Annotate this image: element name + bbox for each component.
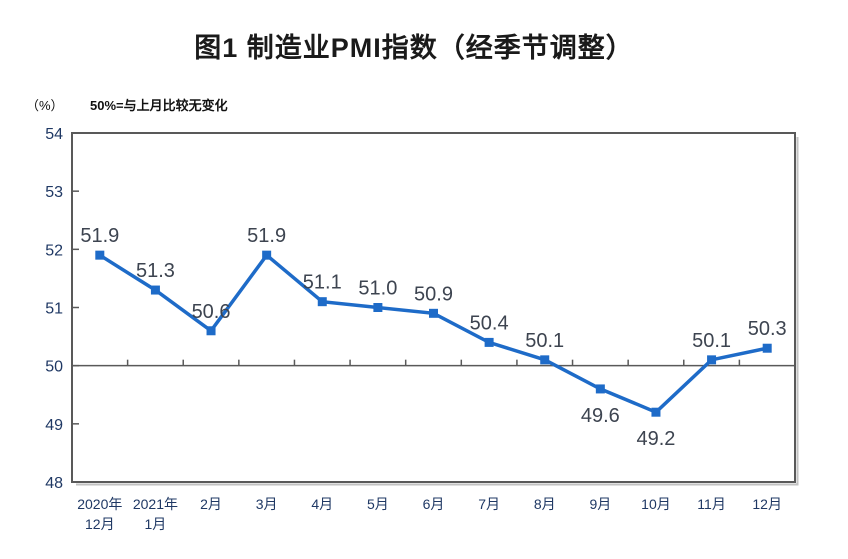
data-point-label: 51.3 xyxy=(136,260,175,282)
data-point-marker xyxy=(317,297,327,307)
x-tick-label: 6月 xyxy=(423,496,445,512)
reference-line-note: 50%=与上月比较无变化 xyxy=(90,98,228,113)
data-point-label: 49.6 xyxy=(581,405,620,427)
data-point-marker xyxy=(651,407,661,417)
data-point-marker xyxy=(540,355,550,365)
x-tick-label: 10月 xyxy=(641,496,671,512)
data-point-marker xyxy=(95,250,105,260)
y-tick-label: 54 xyxy=(45,126,63,143)
data-point-label: 50.9 xyxy=(414,283,453,305)
data-point-marker xyxy=(484,337,494,347)
y-tick-label: 51 xyxy=(45,301,63,318)
data-point-label: 51.9 xyxy=(80,225,119,247)
x-tick-label: 9月 xyxy=(589,496,611,512)
y-tick-label: 50 xyxy=(45,359,63,376)
data-point-marker xyxy=(150,285,160,295)
x-tick-label: 12月 xyxy=(85,516,115,532)
data-point-label: 50.1 xyxy=(525,330,564,352)
x-tick-label: 8月 xyxy=(534,496,556,512)
y-tick-label: 52 xyxy=(45,242,63,259)
y-tick-label: 53 xyxy=(45,184,63,201)
line-series xyxy=(98,252,768,415)
chart-title: 图1 制造业PMI指数（经季节调整） xyxy=(194,33,634,63)
data-point-marker xyxy=(707,355,717,365)
data-point-label: 50.4 xyxy=(470,312,509,334)
data-point-label: 50.1 xyxy=(692,330,731,352)
data-point-marker xyxy=(373,303,383,312)
x-tick-label: 7月 xyxy=(478,496,500,512)
x-tick-label: 2021年 xyxy=(133,496,178,512)
data-point-label: 51.0 xyxy=(358,278,397,300)
data-point-label: 51.1 xyxy=(303,272,342,294)
x-tick-label: 12月 xyxy=(752,496,782,512)
data-point-marker xyxy=(762,343,772,353)
data-point-label: 49.2 xyxy=(636,428,675,450)
x-tick-label: 3月 xyxy=(256,496,278,512)
data-point-label: 50.6 xyxy=(192,301,231,323)
data-point-marker xyxy=(595,384,605,394)
y-axis-unit-label: （%） xyxy=(26,98,64,113)
data-point-label: 51.9 xyxy=(247,225,286,247)
data-point-marker xyxy=(206,326,216,336)
y-tick-label: 48 xyxy=(45,475,63,492)
data-point-marker xyxy=(262,250,272,260)
x-tick-label: 2020年 xyxy=(77,496,122,512)
data-point-label: 50.3 xyxy=(748,318,787,340)
x-tick-label: 1月 xyxy=(145,516,167,532)
x-tick-label: 2月 xyxy=(200,496,222,512)
x-tick-label: 11月 xyxy=(697,496,726,512)
y-tick-label: 49 xyxy=(45,417,63,434)
data-point-marker xyxy=(429,308,438,318)
x-tick-label: 5月 xyxy=(367,496,389,512)
x-tick-label: 4月 xyxy=(311,496,333,512)
